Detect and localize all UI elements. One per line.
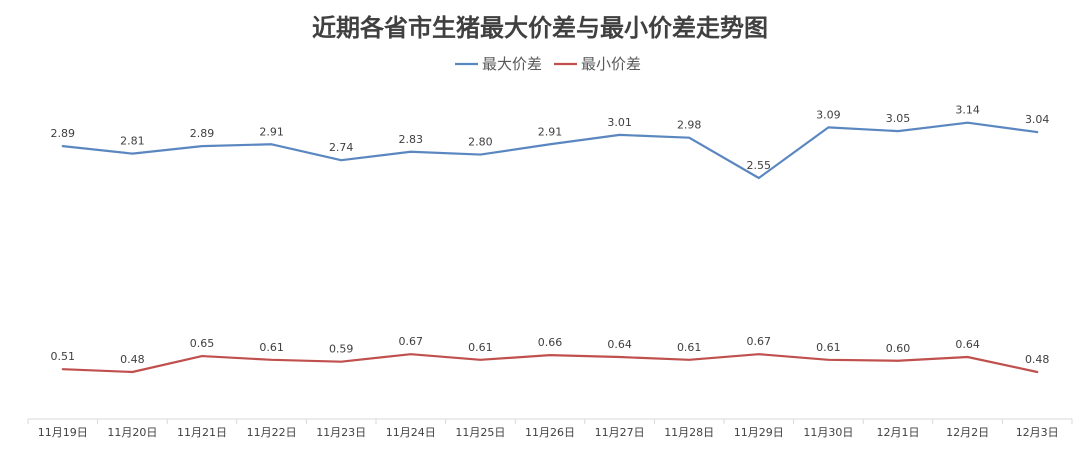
data-label-max: 2.98 [677, 119, 702, 132]
data-label-min: 0.51 [51, 350, 76, 363]
data-label-max: 2.89 [190, 127, 215, 140]
x-tick-label: 12月3日 [1016, 426, 1059, 439]
data-label-min: 0.61 [259, 341, 284, 354]
x-tick-label: 11月20日 [107, 426, 157, 439]
data-label-max: 3.14 [955, 104, 980, 117]
x-tick-label: 11月23日 [316, 426, 366, 439]
x-tick-label: 11月28日 [664, 426, 714, 439]
data-label-min: 0.64 [607, 338, 632, 351]
data-label-max: 3.04 [1025, 113, 1050, 126]
data-label-min: 0.61 [468, 341, 493, 354]
data-label-min: 0.59 [329, 343, 354, 356]
series-line-max [61, 121, 1039, 180]
data-label-max: 3.01 [607, 116, 632, 129]
data-label-min: 0.60 [886, 342, 911, 355]
data-label-min: 0.67 [399, 335, 424, 348]
chart-title: 近期各省市生猪最大价差与最小价差走势图 [312, 13, 768, 42]
data-label-max: 3.09 [816, 108, 841, 121]
data-label-min: 0.65 [190, 337, 215, 350]
data-label-max: 2.74 [329, 141, 354, 154]
data-label-min: 0.61 [677, 341, 702, 354]
x-tick-label: 11月22日 [247, 426, 297, 439]
data-label-min: 0.66 [538, 336, 563, 349]
x-tick-label: 11月24日 [386, 426, 436, 439]
legend: 最大价差 最小价差 [455, 55, 641, 73]
data-label-max: 3.05 [886, 112, 911, 125]
legend-label-max: 最大价差 [482, 55, 542, 73]
x-tick-label: 12月1日 [877, 426, 920, 439]
x-tick-label: 11月26日 [525, 426, 575, 439]
data-label-min: 0.48 [1025, 353, 1050, 366]
series-line-min [61, 353, 1039, 374]
data-label-min: 0.48 [120, 353, 145, 366]
data-label-min: 0.67 [747, 335, 772, 348]
data-label-min: 0.64 [955, 338, 980, 351]
data-label-max: 2.55 [747, 159, 772, 172]
x-tick-label: 11月27日 [595, 426, 645, 439]
data-label-max: 2.80 [468, 136, 493, 149]
data-label-max: 2.91 [259, 125, 284, 138]
data-label-max: 2.89 [51, 127, 76, 140]
x-tick-label: 11月19日 [38, 426, 88, 439]
x-tick-label: 11月25日 [455, 426, 505, 439]
legend-label-min: 最小价差 [581, 55, 641, 73]
data-label-max: 2.83 [399, 133, 424, 146]
data-label-min: 0.61 [816, 341, 841, 354]
plot-area: 11月19日 11月20日 11月21日 11月22日 11月23日 11月24日 11月2… [27, 104, 1073, 439]
data-label-max: 2.91 [538, 125, 563, 138]
x-tick-label: 12月2日 [946, 426, 989, 439]
data-label-max: 2.81 [120, 135, 145, 148]
x-tick-label: 11月29日 [734, 426, 784, 439]
x-tick-label: 11月21日 [177, 426, 227, 439]
x-tick-label: 11月30日 [803, 426, 853, 439]
